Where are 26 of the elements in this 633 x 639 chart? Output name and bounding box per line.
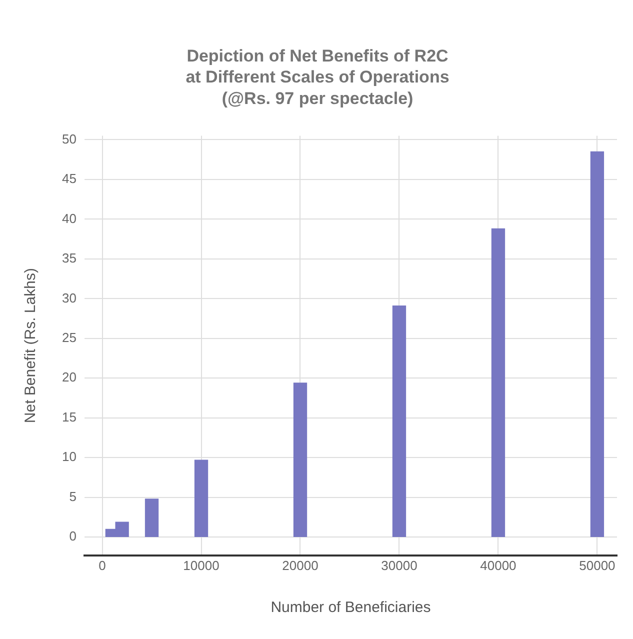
y-tick-label: 15 <box>62 409 76 424</box>
y-tick-label: 45 <box>62 171 76 186</box>
x-tick-label: 10000 <box>183 558 220 573</box>
x-tick-label: 50000 <box>579 558 616 573</box>
x-axis-title: Number of Beneficiaries <box>270 599 431 616</box>
bar <box>293 382 308 537</box>
y-tick-label: 35 <box>62 250 76 266</box>
y-tick-label: 25 <box>62 330 76 345</box>
y-tick-label: 5 <box>69 488 76 504</box>
x-tick-label: 0 <box>98 558 106 573</box>
bar <box>590 151 604 537</box>
bar <box>144 498 159 537</box>
y-tick-label: 30 <box>62 290 76 306</box>
bar <box>194 460 208 537</box>
bar <box>491 228 506 537</box>
x-tick-label: 20000 <box>282 558 318 573</box>
x-tick-label: 40000 <box>480 558 516 573</box>
y-tick-label: 0 <box>69 528 76 544</box>
y-axis-title: Net Benefit (Rs. Lakhs) <box>22 268 40 424</box>
y-tick-label: 40 <box>62 210 76 226</box>
y-tick-label: 50 <box>62 131 76 146</box>
x-tick-label: 30000 <box>381 558 418 573</box>
y-tick-label: 20 <box>62 370 76 385</box>
y-tick-label: 10 <box>62 449 76 464</box>
bar <box>392 306 406 537</box>
chart-title: Depiction of Net Benefits of R2C at Different Scales of Operations (@Rs. 97 per spectacle) <box>186 46 450 108</box>
